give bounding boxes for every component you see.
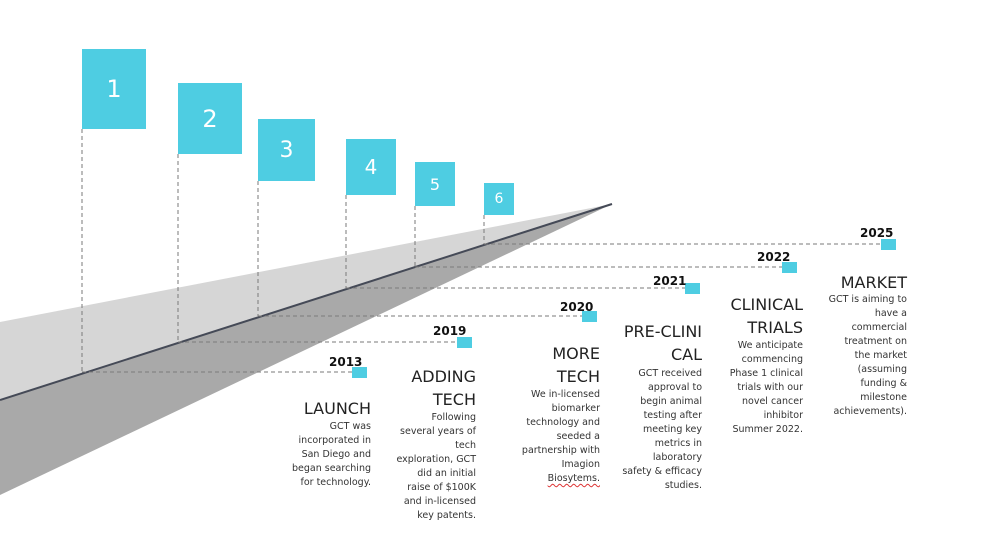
- flag-6: 6: [484, 183, 514, 215]
- milestone-title-line: CAL: [670, 345, 702, 364]
- milestone-description-line: approval to: [647, 382, 702, 393]
- milestone-title-3: MORE TECH: [552, 342, 600, 388]
- milestone-description-4: GCT received approval to begin animal testi…: [622, 367, 702, 493]
- milestone-title-line: CLINICAL: [730, 295, 803, 314]
- milestone-title-6: MARKET: [841, 271, 907, 294]
- milestone-description-line: Summer 2022.: [732, 424, 803, 435]
- milestone-year-5: 2022: [757, 250, 791, 264]
- milestone-description-line: San Diego and: [301, 449, 371, 460]
- milestone-marker-6: [881, 239, 896, 250]
- milestone-description-line: safety & efficacy: [622, 466, 702, 477]
- milestone-year-2: 2019: [433, 324, 467, 338]
- milestone-description-1: GCT was incorporated in San Diego and began…: [292, 420, 371, 490]
- milestone-description-line: Biosytems.: [547, 473, 600, 484]
- milestone-description-3: We in-licensed biomarker technology and see…: [522, 388, 600, 486]
- milestone-description-line: inhibitor: [763, 410, 803, 421]
- milestone-description-line: We anticipate: [737, 340, 803, 351]
- milestone-description-line: tech: [455, 440, 476, 451]
- milestone-description-line: biomarker: [551, 403, 600, 414]
- milestone-marker-5: [782, 262, 797, 273]
- milestone-description-line: seeded a: [556, 431, 600, 442]
- milestone-title-5: CLINICAL TRIALS: [730, 293, 803, 339]
- milestone-description-line: began searching: [291, 463, 371, 474]
- milestone-title-line: ADDING: [411, 367, 476, 386]
- guide-lines: [81, 129, 896, 378]
- milestone-description-line: commercial: [851, 322, 907, 333]
- milestone-description-line: technology and: [526, 417, 600, 428]
- milestone-description-line: and in-licensed: [403, 496, 476, 507]
- milestone-description-line: commencing: [741, 354, 803, 365]
- milestone-title-2: ADDING TECH: [411, 365, 476, 411]
- milestone-description-line: We in-licensed: [531, 389, 600, 400]
- milestone-description-line: have a: [874, 308, 907, 319]
- milestone-year-4: 2021: [653, 274, 687, 288]
- milestone-title-line: MORE: [552, 344, 600, 363]
- milestone-year-6: 2025: [860, 226, 894, 240]
- milestone-description-line: several years of: [400, 426, 476, 437]
- milestone-description-line: novel cancer: [742, 396, 803, 407]
- milestone-description-line: studies.: [664, 480, 702, 491]
- milestone-description-line: the market: [854, 350, 907, 361]
- milestone-description-2: Following several years of tech exploration…: [396, 411, 476, 523]
- milestone-title-line: TECH: [556, 367, 600, 386]
- milestone-description-line: raise of $100K: [407, 482, 476, 493]
- milestone-description-line: begin animal: [640, 396, 702, 407]
- flag-4: 4: [346, 139, 396, 195]
- flag-2: 2: [178, 83, 242, 154]
- milestone-title-line: TECH: [432, 390, 476, 409]
- milestone-description-line: milestone: [860, 392, 907, 403]
- milestone-description-line: laboratory: [652, 452, 702, 463]
- milestone-description-line: Following: [431, 412, 477, 423]
- milestone-title-line: MARKET: [840, 273, 907, 292]
- flag-3: 3: [258, 119, 315, 181]
- flag-1: 1: [82, 49, 146, 129]
- milestone-description-6: GCT is aiming to have a commercial treatmen…: [829, 293, 907, 419]
- milestone-title-line: PRE-CLINI: [623, 322, 702, 341]
- milestone-year-1: 2013: [329, 355, 363, 369]
- road-center-line: [0, 203, 613, 401]
- milestone-description-line: key patents.: [417, 510, 476, 521]
- milestone-description-line: Phase 1 clinical: [729, 368, 803, 379]
- milestone-description-line: treatment on: [844, 336, 907, 347]
- flag-5: 5: [415, 162, 455, 206]
- milestone-description-line: metrics in: [654, 438, 702, 449]
- milestone-description-line: GCT is aiming to: [828, 294, 907, 305]
- milestone-description-line: incorporated in: [298, 435, 371, 446]
- milestone-description-line: Imagion: [561, 459, 600, 470]
- milestone-marker-2: [457, 337, 472, 348]
- milestone-description-line: partnership with: [521, 445, 600, 456]
- milestone-title-1: LAUNCH: [304, 397, 371, 420]
- milestone-description-line: GCT was: [329, 421, 371, 432]
- milestone-description-line: trials with our: [737, 382, 803, 393]
- milestone-title-4: PRE-CLINI CAL: [624, 320, 702, 366]
- milestone-description-line: achievements).: [833, 406, 907, 417]
- milestone-description-line: (assuming: [857, 364, 907, 375]
- milestone-title-line: LAUNCH: [303, 399, 371, 418]
- milestone-description-line: exploration, GCT: [396, 454, 476, 465]
- milestone-description-line: testing after: [643, 410, 702, 421]
- milestone-marker-4: [685, 283, 700, 294]
- milestone-description-line: meeting key: [642, 424, 702, 435]
- milestone-description-5: We anticipate commencing Phase 1 clinical t…: [730, 339, 803, 437]
- milestone-description-line: GCT received: [638, 368, 702, 379]
- milestone-marker-1: [352, 367, 367, 378]
- milestone-title-line: TRIALS: [747, 318, 803, 337]
- road-lower-surface: [0, 204, 612, 495]
- milestone-description-line: funding &: [860, 378, 907, 389]
- milestone-description-line: for technology.: [300, 477, 372, 488]
- milestone-marker-3: [582, 311, 597, 322]
- milestone-year-3: 2020: [560, 300, 594, 314]
- milestone-description-line: did an initial: [417, 468, 476, 479]
